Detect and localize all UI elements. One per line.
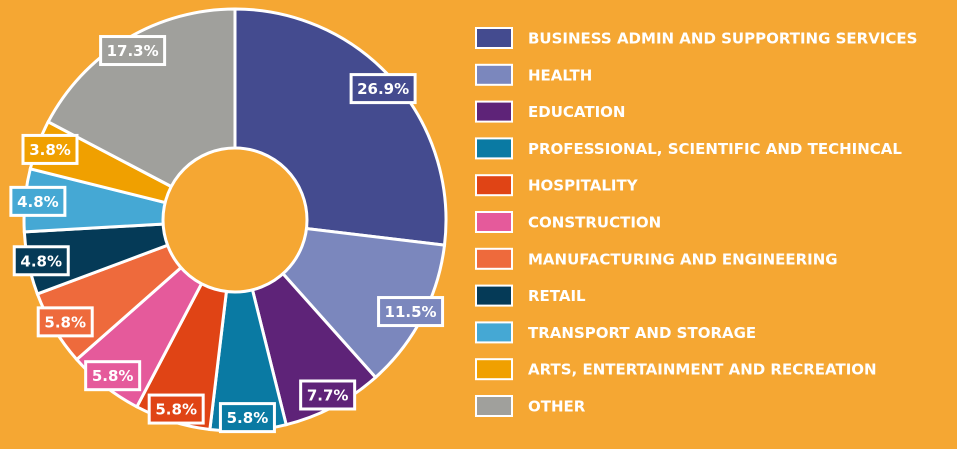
value-label-box — [218, 402, 276, 434]
legend-swatch — [475, 395, 513, 417]
value-label-box — [147, 393, 205, 425]
legend-label: HOSPITALITY — [528, 177, 639, 195]
legend-swatch — [475, 63, 513, 86]
legend-swatch — [475, 321, 513, 344]
legend-swatch — [475, 137, 513, 160]
value-label-box — [377, 296, 445, 328]
value-label: 3.8% — [29, 141, 71, 159]
legend-label: MANUFACTURING AND ENGINEERING — [528, 250, 838, 268]
value-label: 5.8% — [155, 401, 197, 419]
legend-label: RETAIL — [528, 287, 586, 305]
value-label-box — [9, 185, 67, 217]
value-label: 4.8% — [17, 193, 59, 211]
value-label: 5.8% — [227, 409, 269, 427]
legend-swatch — [475, 211, 513, 233]
value-label: 5.8% — [44, 313, 86, 331]
legend-label: EDUCATION — [528, 103, 625, 121]
legend-label: TRANSPORT AND STORAGE — [528, 324, 756, 342]
value-label: 4.8% — [20, 252, 62, 270]
value-label-box — [12, 245, 70, 277]
legend-swatch — [475, 100, 513, 123]
value-label-box — [84, 360, 142, 392]
value-label-box — [36, 306, 94, 338]
legend-label: HEALTH — [528, 66, 592, 84]
legend-swatch — [475, 174, 513, 197]
value-label-box — [21, 133, 79, 165]
value-label: 17.3% — [107, 42, 159, 60]
value-label-box — [99, 35, 167, 67]
legend-label: OTHER — [528, 398, 586, 416]
value-label: 26.9% — [357, 80, 409, 98]
value-label: 5.8% — [92, 367, 134, 385]
legend-swatch — [475, 27, 513, 49]
legend-label: BUSINESS ADMIN AND SUPPORTING SERVICES — [528, 30, 917, 48]
donut-hole — [161, 146, 309, 294]
value-label: 11.5% — [385, 303, 437, 321]
value-label: 7.7% — [307, 386, 349, 404]
legend-swatch — [475, 284, 513, 307]
value-label-box — [349, 73, 417, 105]
legend-swatch — [475, 247, 513, 270]
legend-label: PROFESSIONAL, SCIENTIFIC AND TECHINCAL — [528, 140, 902, 158]
legend-label: ARTS, ENTERTAINMENT AND RECREATION — [528, 361, 877, 379]
legend-swatch — [475, 358, 513, 381]
value-label-box — [299, 379, 357, 411]
legend-label: CONSTRUCTION — [528, 214, 661, 232]
